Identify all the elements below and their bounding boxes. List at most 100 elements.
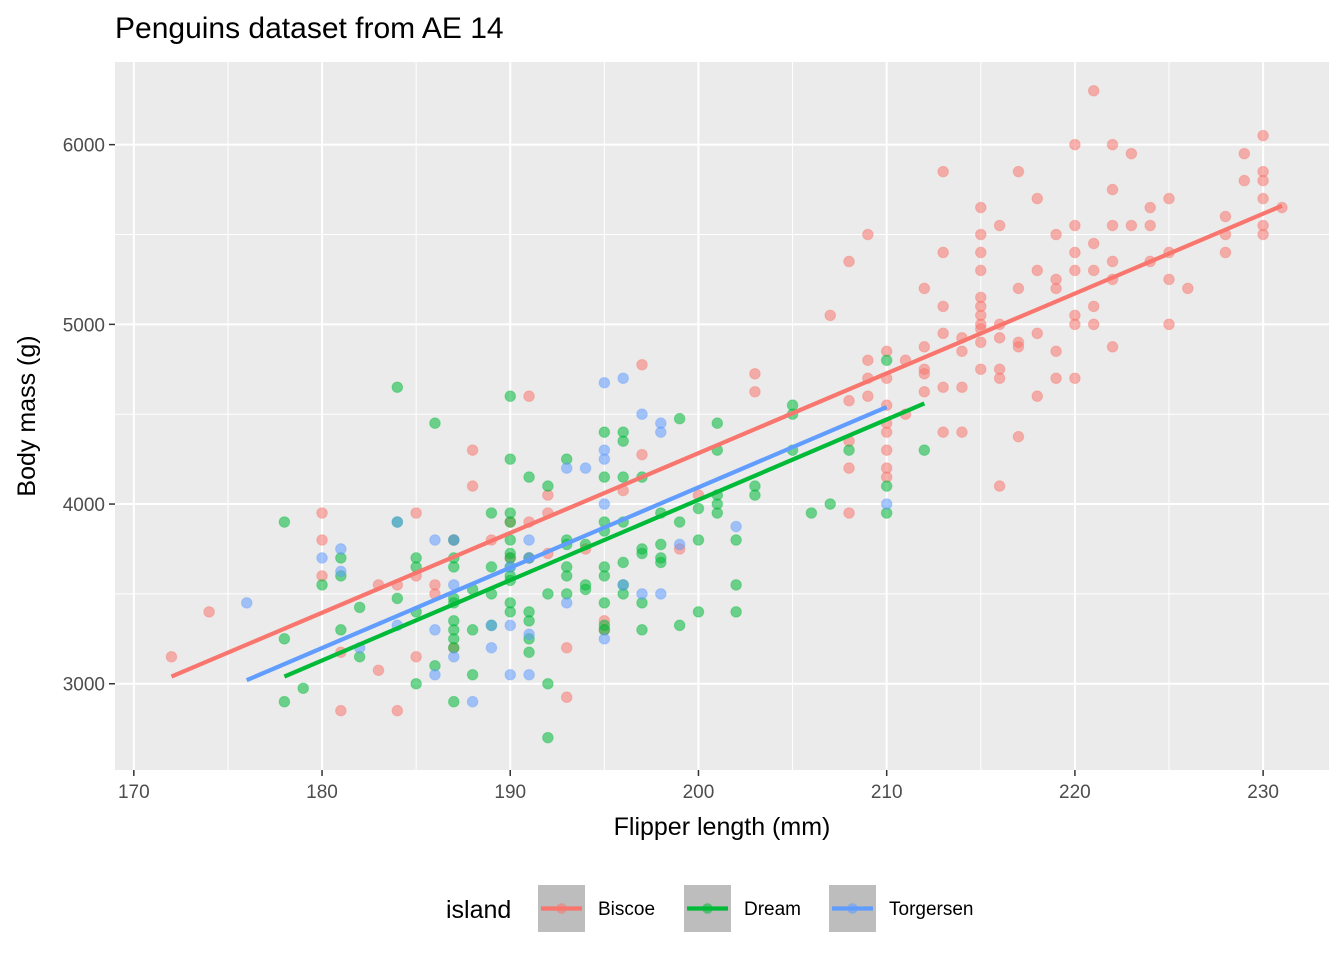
- data-point-dream: [880, 354, 893, 367]
- data-point-biscoe: [1257, 192, 1269, 205]
- legend-item-torgersen: Torgersen: [829, 885, 974, 932]
- data-point-biscoe: [1125, 147, 1138, 160]
- data-point-biscoe: [1012, 430, 1025, 443]
- data-point-dream: [617, 435, 629, 447]
- data-point-dream: [447, 695, 460, 708]
- data-point-biscoe: [880, 426, 893, 438]
- x-tick-label: 210: [871, 782, 903, 803]
- data-point-dream: [523, 646, 535, 659]
- data-point-dream: [278, 633, 291, 645]
- data-point-biscoe: [316, 534, 328, 546]
- x-tick-label: 200: [683, 782, 715, 803]
- data-point-biscoe: [1031, 327, 1044, 340]
- data-point-biscoe: [974, 264, 987, 277]
- data-point-dream: [579, 583, 592, 596]
- data-point-biscoe: [1031, 264, 1044, 277]
- data-point-biscoe: [1050, 345, 1062, 358]
- data-point-torgersen: [636, 408, 648, 421]
- data-point-dream: [278, 516, 291, 528]
- y-axis-title: Body mass (g): [13, 335, 41, 496]
- data-point-dream: [447, 561, 460, 573]
- data-point-dream: [692, 534, 705, 546]
- data-point-dream: [466, 668, 479, 681]
- data-point-biscoe: [203, 606, 215, 618]
- x-tick-label: 180: [306, 782, 338, 803]
- data-point-torgersen: [335, 565, 347, 578]
- data-point-dream: [466, 624, 479, 636]
- fit-line-torgersen: [245, 405, 888, 683]
- data-point-torgersen: [429, 624, 441, 636]
- data-point-biscoe: [918, 282, 931, 295]
- minor-gridlines: [115, 62, 1329, 770]
- data-point-biscoe: [1106, 255, 1119, 268]
- data-point-biscoe: [937, 426, 949, 438]
- data-point-biscoe: [937, 165, 949, 178]
- data-point-biscoe: [410, 650, 422, 663]
- data-point-dream: [485, 507, 498, 519]
- data-point-dream: [335, 624, 347, 636]
- data-point-biscoe: [1087, 264, 1100, 277]
- data-point-biscoe: [523, 390, 535, 403]
- data-point-biscoe: [1069, 219, 1081, 232]
- data-point-torgersen: [880, 498, 893, 510]
- data-point-biscoe: [560, 642, 573, 654]
- legend: island Biscoe Dream Torgersen: [446, 885, 974, 932]
- data-point-torgersen: [240, 597, 253, 609]
- data-point-biscoe: [993, 372, 1006, 385]
- x-tick-label: 220: [1059, 782, 1091, 803]
- data-point-biscoe: [843, 394, 855, 407]
- data-point-dream: [692, 502, 705, 515]
- data-point-torgersen: [598, 376, 611, 389]
- data-point-dream: [353, 601, 366, 614]
- data-points: [165, 84, 1288, 744]
- data-point-biscoe: [410, 507, 422, 519]
- data-point-dream: [542, 677, 554, 690]
- data-point-biscoe: [918, 367, 931, 380]
- data-point-torgersen: [504, 668, 517, 681]
- x-axis-title: Flipper length (mm): [614, 813, 831, 841]
- data-point-dream: [918, 444, 931, 456]
- data-point-biscoe: [1163, 273, 1175, 286]
- data-point-biscoe: [391, 704, 404, 717]
- data-point-biscoe: [1106, 341, 1119, 353]
- data-point-torgersen: [447, 650, 460, 663]
- data-point-biscoe: [862, 390, 874, 403]
- data-point-torgersen: [523, 628, 535, 641]
- data-point-biscoe: [1050, 372, 1062, 385]
- data-point-biscoe: [843, 507, 855, 519]
- data-point-biscoe: [1106, 219, 1119, 232]
- data-point-torgersen: [579, 462, 592, 474]
- data-point-biscoe: [974, 246, 987, 259]
- data-point-biscoe: [372, 664, 385, 677]
- data-point-biscoe: [993, 332, 1006, 344]
- data-point-dream: [391, 592, 404, 605]
- data-point-biscoe: [1087, 237, 1100, 250]
- data-point-dream: [598, 471, 611, 483]
- data-point-biscoe: [466, 480, 479, 492]
- data-point-dream: [673, 619, 686, 632]
- data-point-dream: [504, 453, 517, 465]
- data-point-torgersen: [335, 543, 347, 555]
- data-point-biscoe: [316, 507, 328, 519]
- data-point-torgersen: [673, 538, 686, 551]
- data-point-biscoe: [1238, 147, 1251, 160]
- data-point-dream: [542, 480, 554, 492]
- data-point-biscoe: [1144, 201, 1156, 214]
- data-point-biscoe: [824, 309, 837, 322]
- data-point-torgersen: [560, 462, 573, 474]
- data-point-biscoe: [1125, 219, 1138, 232]
- data-point-dream: [542, 731, 554, 744]
- data-point-dream: [523, 471, 535, 483]
- data-point-torgersen: [598, 498, 611, 510]
- data-point-dream: [617, 556, 629, 569]
- fit-line-dream: [283, 401, 926, 679]
- data-point-dream: [655, 538, 667, 551]
- data-point-torgersen: [655, 426, 667, 438]
- data-point-torgersen: [485, 642, 498, 654]
- data-point-dream: [316, 579, 328, 591]
- data-point-torgersen: [560, 597, 573, 609]
- x-tick-label: 170: [118, 782, 150, 803]
- data-point-dream: [880, 480, 893, 492]
- data-point-torgersen: [466, 695, 479, 708]
- x-tick-label: 190: [494, 782, 526, 803]
